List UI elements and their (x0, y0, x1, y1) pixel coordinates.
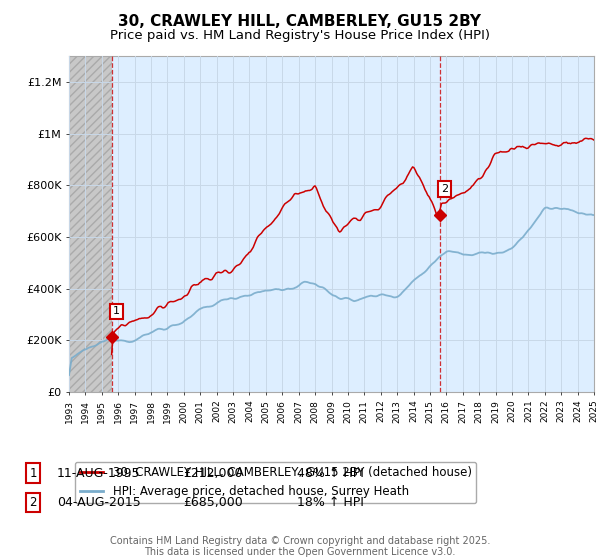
Text: £212,000: £212,000 (183, 466, 242, 480)
Text: Contains HM Land Registry data © Crown copyright and database right 2025.
This d: Contains HM Land Registry data © Crown c… (110, 535, 490, 557)
Text: £685,000: £685,000 (183, 496, 243, 509)
Text: 2: 2 (441, 184, 448, 194)
Bar (69, 56, 112, 392)
Text: Price paid vs. HM Land Registry's House Price Index (HPI): Price paid vs. HM Land Registry's House … (110, 29, 490, 42)
Legend: 30, CRAWLEY HILL, CAMBERLEY, GU15 2BY (detached house), HPI: Average price, deta: 30, CRAWLEY HILL, CAMBERLEY, GU15 2BY (d… (75, 462, 476, 503)
Text: 48% ↑ HPI: 48% ↑ HPI (297, 466, 364, 480)
Text: 18% ↑ HPI: 18% ↑ HPI (297, 496, 364, 509)
Text: 04-AUG-2015: 04-AUG-2015 (57, 496, 141, 509)
Text: 11-AUG-1995: 11-AUG-1995 (57, 466, 140, 480)
Text: 1: 1 (113, 306, 120, 316)
Text: 2: 2 (29, 496, 37, 509)
Text: 30, CRAWLEY HILL, CAMBERLEY, GU15 2BY: 30, CRAWLEY HILL, CAMBERLEY, GU15 2BY (119, 14, 482, 29)
Text: 1: 1 (29, 466, 37, 480)
